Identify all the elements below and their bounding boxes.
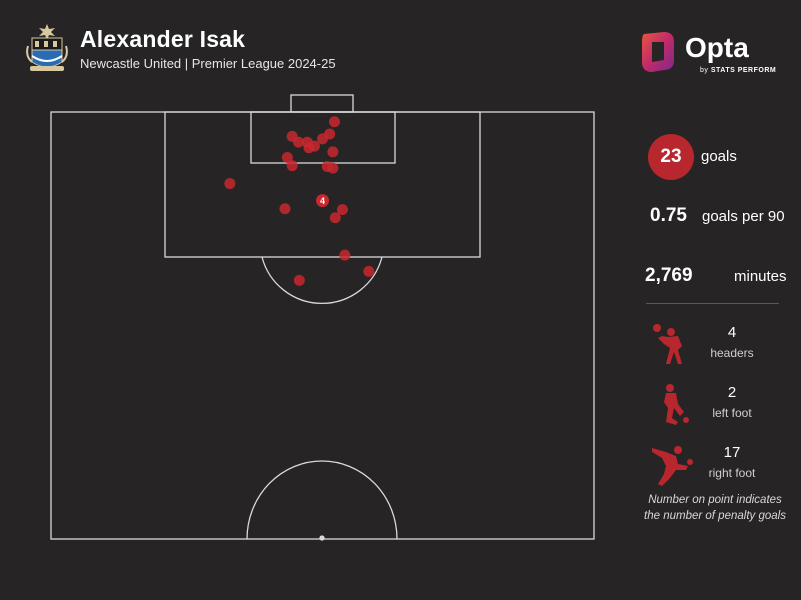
shot-point xyxy=(293,136,305,148)
goals-label: goals xyxy=(701,148,737,165)
shot-point xyxy=(286,160,298,172)
shot-point xyxy=(303,142,315,154)
penalty-arc xyxy=(261,256,383,304)
shot-point xyxy=(327,162,339,174)
left-foot-label: left foot xyxy=(712,406,752,420)
right-foot-label: right foot xyxy=(708,466,756,480)
shot-point xyxy=(316,194,329,208)
breakdown-headers: 4 headers xyxy=(640,322,790,372)
shot-point xyxy=(329,212,341,224)
headers-label: headers xyxy=(710,346,754,360)
stats-divider xyxy=(646,303,779,304)
minutes-label: minutes xyxy=(734,268,787,285)
shot-penalty-label: 4 xyxy=(320,196,325,206)
right-foot-player-icon xyxy=(652,446,693,486)
shot-point xyxy=(293,274,305,286)
shot-point xyxy=(363,265,375,277)
headers-count: 4 xyxy=(727,324,737,341)
penalty-note-line2: the number of penalty goals xyxy=(644,510,786,522)
penalty-note-line1: Number on point indicates xyxy=(648,494,782,506)
pitch-lines xyxy=(50,94,595,541)
pitch-outline xyxy=(50,111,595,540)
penalty-note: Number on point indicates the number of … xyxy=(640,492,790,524)
shots-layer: 4 xyxy=(224,116,375,286)
header-player-icon xyxy=(653,324,682,364)
goal xyxy=(290,94,354,113)
minutes-value: 2,769 xyxy=(645,265,693,286)
header: Alexander Isak Newcastle United | Premie… xyxy=(22,22,336,74)
shot-point xyxy=(328,116,340,128)
opta-subline: by STATS PERFORM xyxy=(700,67,777,74)
center-spot xyxy=(319,535,325,541)
breakdown-right-foot: 17 right foot xyxy=(640,442,790,492)
left-foot-player-icon xyxy=(664,384,689,425)
goals-per-90-value: 0.75 xyxy=(650,205,687,226)
opta-brand: Opta by STATS PERFORM xyxy=(638,30,778,80)
shot-point xyxy=(336,204,348,216)
left-foot-count: 2 xyxy=(727,384,737,401)
player-name: Alexander Isak xyxy=(80,26,246,52)
newcastle-crest-icon xyxy=(26,24,68,71)
opta-wordmark: Opta xyxy=(685,32,749,63)
subtitle: Newcastle United | Premier League 2024-2… xyxy=(80,56,336,71)
shot-point xyxy=(327,146,339,158)
center-circle-arc xyxy=(246,460,398,540)
shot-point xyxy=(317,133,328,145)
goals-total-badge: 23 xyxy=(648,134,694,180)
right-foot-count: 17 xyxy=(723,444,741,461)
breakdown-left-foot: 2 left foot xyxy=(640,382,790,432)
goals-per-90-label: goals per 90 xyxy=(702,208,785,225)
shot-point xyxy=(224,178,236,190)
opta-logo-icon xyxy=(642,32,674,72)
shot-point xyxy=(339,249,351,261)
shot-point xyxy=(281,152,293,164)
shot-point xyxy=(279,203,291,215)
